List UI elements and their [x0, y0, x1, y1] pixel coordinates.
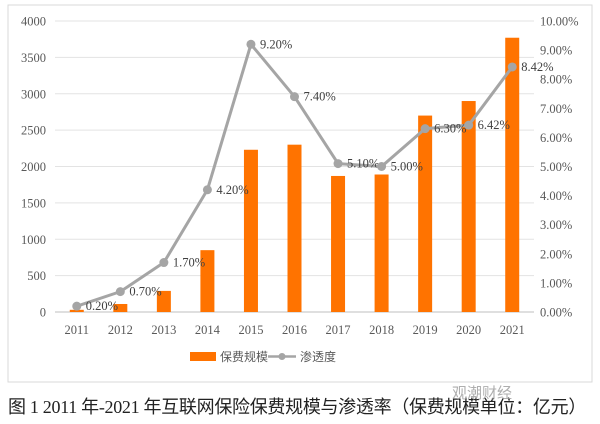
legend-line-marker [278, 353, 286, 360]
right-tick-label: 7.00% [540, 102, 572, 116]
right-tick-label: 4.00% [540, 189, 572, 203]
line-marker [464, 120, 474, 130]
data-label: 5.10% [347, 157, 379, 171]
line-marker [72, 301, 82, 311]
legend-line-label: 渗透度 [300, 349, 336, 364]
left-tick-label: 1500 [21, 196, 46, 210]
x-tick-label: 2016 [282, 323, 307, 337]
bar [287, 144, 302, 312]
data-label: 0.20% [86, 299, 118, 313]
bar [113, 303, 128, 312]
data-label: 7.40% [304, 90, 336, 104]
data-label: 5.00% [391, 160, 423, 174]
bar [331, 175, 346, 312]
bar [69, 309, 84, 312]
bar [374, 174, 389, 312]
line-marker [159, 258, 169, 268]
line-marker [377, 162, 387, 171]
x-tick-label: 2019 [413, 323, 438, 337]
x-tick-label: 2021 [500, 323, 525, 337]
data-label: 8.42% [521, 60, 553, 74]
line-marker [246, 39, 256, 49]
x-tick-label: 2018 [369, 323, 394, 337]
bar-series [69, 37, 520, 313]
bar [418, 115, 433, 312]
left-tick-label: 2000 [21, 160, 46, 174]
right-tick-label: 3.00% [540, 218, 572, 232]
left-tick-label: 3500 [21, 51, 46, 65]
x-axis: 2011 2012 2013 2014 2015 2016 2017 2018 2019 2020… [64, 323, 524, 337]
x-tick-label: 2014 [195, 323, 221, 337]
legend-bar-swatch [190, 352, 216, 361]
x-tick-label: 2015 [238, 323, 263, 337]
bar [200, 250, 215, 312]
data-label: 6.30% [434, 122, 466, 136]
left-tick-label: 2500 [21, 124, 46, 138]
line-marker [290, 92, 299, 102]
data-label: 6.42% [478, 118, 510, 132]
data-label: 0.70% [129, 285, 161, 299]
x-tick-label: 2012 [108, 323, 133, 337]
left-axis: 0 500 1000 1500 2000 2500 3000 3500 4000 [21, 15, 46, 320]
bar [156, 290, 171, 312]
right-tick-label: 2.00% [540, 247, 572, 261]
data-label: 4.20% [216, 183, 248, 197]
bar [461, 101, 476, 313]
left-tick-label: 4000 [21, 15, 46, 29]
bar [505, 37, 520, 313]
right-tick-label: 10.00% [540, 15, 579, 29]
left-tick-label: 0 [40, 306, 46, 320]
x-tick-label: 2013 [151, 323, 176, 337]
line-marker [507, 62, 517, 72]
right-tick-label: 8.00% [540, 73, 572, 87]
x-tick-label: 2017 [326, 323, 351, 337]
right-tick-label: 6.00% [540, 131, 572, 145]
right-tick-label: 5.00% [540, 160, 572, 174]
x-tick-label: 2011 [64, 323, 89, 337]
line-marker [333, 159, 343, 169]
legend-bar-label: 保费规模 [220, 349, 268, 364]
data-label: 1.70% [173, 256, 205, 270]
right-tick-label: 0.00% [540, 306, 572, 320]
left-tick-label: 3000 [21, 87, 46, 101]
left-tick-label: 500 [27, 269, 46, 283]
line-marker [202, 185, 212, 195]
gridlines [55, 20, 534, 313]
line-series: 0.20% 0.70% 1.70% 4.20% 9.20% 7.40% 5.10% 5.00%… [72, 37, 554, 313]
right-tick-label: 9.00% [540, 44, 572, 58]
right-axis: 0.00% 1.00% 2.00% 3.00% 4.00% 5.00% 6.00% 7.00%… [540, 15, 579, 320]
x-tick-label: 2020 [456, 323, 481, 337]
right-tick-label: 1.00% [540, 276, 572, 290]
figure-caption: 图 1 2011 年-2021 年互联网保险保费规模与渗透率（保费规模单位：亿元… [8, 397, 587, 417]
data-label: 9.20% [260, 37, 292, 51]
legend: 保费规模 渗透度 [190, 349, 336, 364]
left-tick-label: 1000 [21, 233, 46, 247]
bar [243, 149, 258, 312]
watermark: 观潮财经 [452, 384, 513, 402]
line-marker [420, 124, 430, 134]
line-marker [115, 287, 125, 297]
